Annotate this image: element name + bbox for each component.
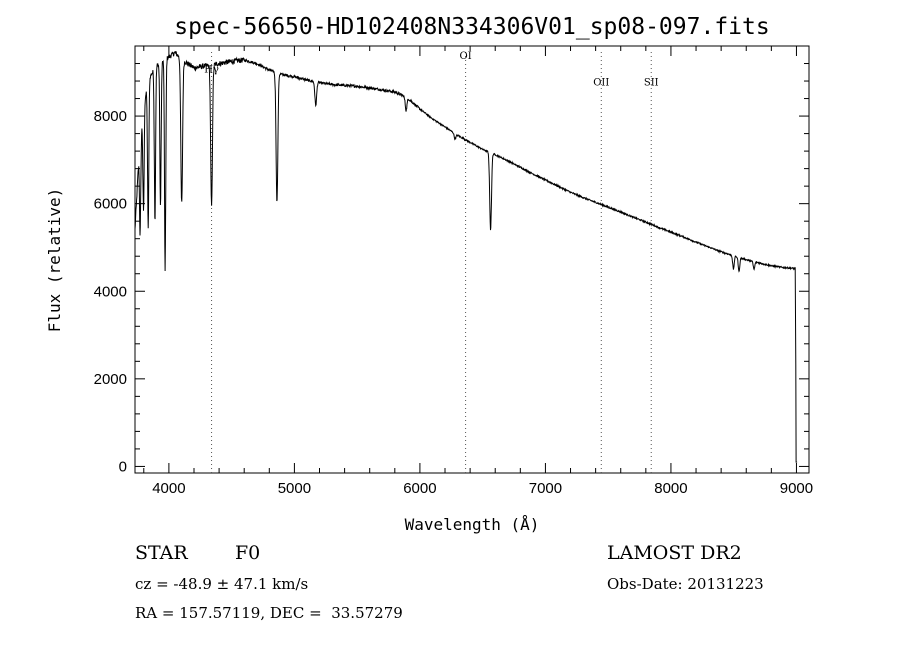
x-tick-label: 8000 xyxy=(654,480,687,497)
y-tick-label: 4000 xyxy=(94,283,127,300)
object-class: STAR xyxy=(135,542,188,564)
annotation-label: OI xyxy=(460,51,472,62)
x-tick-label: 9000 xyxy=(780,480,813,497)
y-axis-ticks: 0 2000 4000 6000 8000 xyxy=(94,45,809,475)
obs-date-text: Obs-Date: 20131223 xyxy=(607,575,764,593)
x-axis-ticks: 4000 5000 6000 7000 8000 9000 xyxy=(143,46,813,497)
annotation-label: Hγ xyxy=(204,64,219,75)
plot-frame xyxy=(134,45,810,474)
survey-label: LAMOST DR2 xyxy=(607,542,742,564)
annotation-label: SII xyxy=(644,77,659,88)
x-axis-label: Wavelength (Å) xyxy=(405,515,540,534)
annotation-label: OII xyxy=(593,77,609,88)
y-axis-label: Flux (relative) xyxy=(45,188,64,333)
y-tick-label: 8000 xyxy=(94,108,127,125)
spectral-subclass: F0 xyxy=(235,542,261,564)
redshift-text: cz = -48.9 ± 47.1 km/s xyxy=(135,575,309,593)
x-tick-label: 4000 xyxy=(152,480,185,497)
y-tick-label: 0 xyxy=(119,458,127,475)
x-tick-label: 5000 xyxy=(278,480,311,497)
line-annotations: Hγ OI OII SII xyxy=(204,51,659,473)
x-tick-label: 7000 xyxy=(529,480,562,497)
x-tick-label: 6000 xyxy=(403,480,436,497)
y-tick-label: 2000 xyxy=(94,371,127,388)
spectrum-series-line xyxy=(134,51,798,463)
chart-title: spec-56650-HD102408N334306V01_sp08-097.f… xyxy=(174,14,769,40)
coordinates-text: RA = 157.57119, DEC = 33.57279 xyxy=(135,604,403,622)
y-tick-label: 6000 xyxy=(94,196,127,213)
